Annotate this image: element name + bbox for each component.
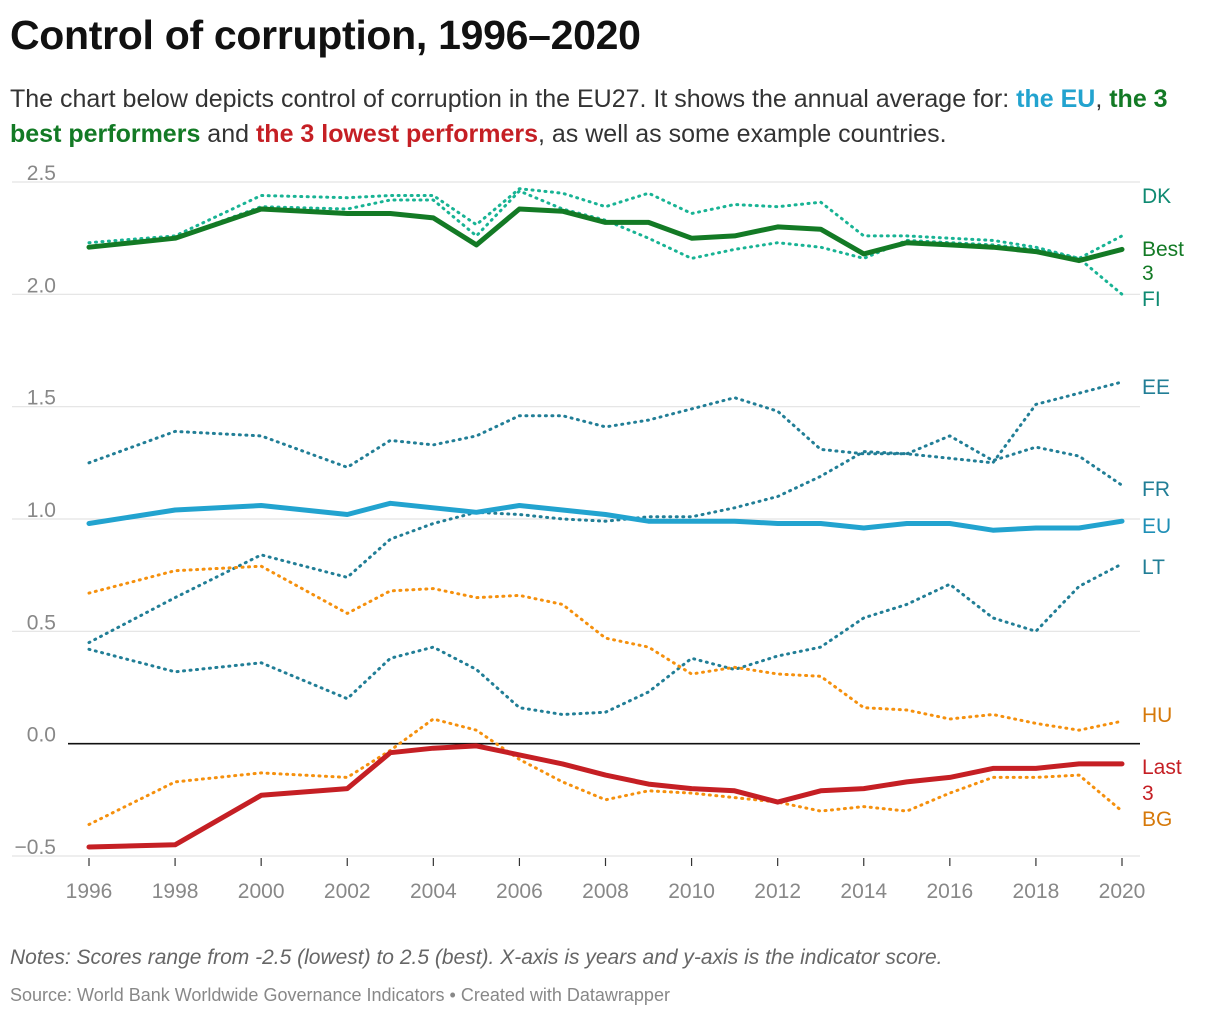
y-tick-label: 2.5 [27,162,56,185]
series-line-bg [87,717,1124,826]
subtitle-text-intro: The chart below depicts control of corru… [10,85,1017,113]
subtitle-text-end: , as well as some example countries. [538,120,947,148]
y-axis-ticks: −0.5 0.0 0.5 1.0 1.5 2.0 2.5 [15,162,56,859]
series-line-dk [87,187,1124,260]
gridlines [12,181,1140,857]
x-tick-label: 2020 [1099,880,1146,903]
y-tick-label: 0.5 [27,611,56,634]
series-line-last-3 [86,743,1125,850]
y-tick-label: 2.0 [27,274,56,297]
subtitle-highlight-eu: the EU [1016,85,1096,113]
chart-notes: Notes: Scores range from -2.5 (lowest) t… [10,946,943,969]
x-tick-label: 1996 [66,880,113,903]
series-label-fr: FR [1142,478,1170,501]
series-lines [86,187,1125,850]
series-label-lt: LT [1142,556,1165,579]
series-label-best: Best [1142,238,1184,261]
series-label-dk: DK [1142,185,1171,208]
series-label-bg: BG [1142,808,1172,831]
series-label-3: 3 [1142,782,1154,805]
series-line-lt [87,562,1124,716]
subtitle-highlight-lowest: the 3 lowest performers [255,120,538,148]
x-tick-label: 2004 [410,880,457,903]
y-tick-label: 0.0 [27,724,56,747]
x-tick-label: 2010 [668,880,715,903]
x-tick-label: 2002 [324,880,371,903]
series-line-hu [87,564,1124,732]
y-tick-label: 1.5 [27,387,56,410]
line-chart: −0.5 0.0 0.5 1.0 1.5 2.0 2.5 1996 1998 2000 2002 2… [12,162,1184,903]
series-label-eu: EU [1142,515,1171,538]
subtitle-separator: , [1095,85,1110,113]
series-label-3: 3 [1142,262,1154,285]
x-axis-ticks: 1996 1998 2000 2002 2004 2006 2008 2010 2012 2014… [66,858,1146,903]
x-tick-label: 1998 [152,880,199,903]
series-line-fr [87,396,1124,487]
x-tick-label: 2016 [926,880,973,903]
series-label-ee: EE [1142,376,1170,399]
series-line-ee [87,380,1124,645]
subtitle-and: and [200,120,256,148]
series-line-best-3 [86,206,1125,264]
x-tick-label: 2006 [496,880,543,903]
series-label-hu: HU [1142,704,1172,727]
series-label-fi: FI [1142,288,1161,311]
chart-subtitle: The chart below depicts control of corru… [10,82,1205,152]
x-tick-label: 2008 [582,880,629,903]
x-tick-label: 2012 [754,880,801,903]
x-tick-label: 2014 [840,880,887,903]
subtitle-highlight-best: the 3 best performers [10,85,1168,148]
chart-title: Control of corruption, 1996–2020 [10,12,641,58]
x-tick-label: 2000 [238,880,285,903]
y-tick-label: −0.5 [15,836,56,859]
chart-source: Source: World Bank Worldwide Governance … [10,985,670,1005]
x-tick-label: 2018 [1013,880,1060,903]
series-label-last: Last [1142,756,1182,779]
series-line-fi [87,189,1124,296]
series-line-eu [86,500,1125,533]
y-tick-label: 1.0 [27,499,56,522]
